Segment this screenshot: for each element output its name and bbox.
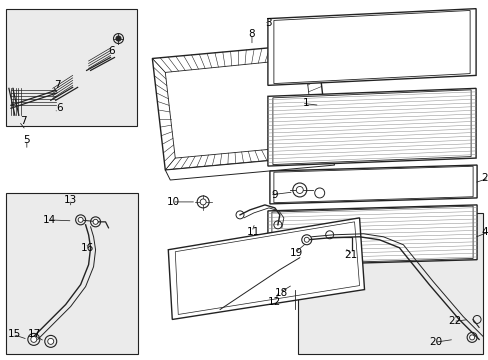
Text: 14: 14 bbox=[42, 215, 56, 225]
Text: 9: 9 bbox=[271, 190, 277, 200]
Text: 11: 11 bbox=[246, 227, 260, 237]
Polygon shape bbox=[175, 222, 359, 315]
Polygon shape bbox=[267, 88, 475, 166]
Text: 10: 10 bbox=[167, 197, 180, 207]
Circle shape bbox=[116, 36, 121, 41]
Text: 22: 22 bbox=[447, 316, 460, 327]
Text: 4: 4 bbox=[480, 227, 487, 237]
Polygon shape bbox=[273, 10, 469, 84]
Text: 3: 3 bbox=[264, 18, 271, 28]
Text: 20: 20 bbox=[428, 337, 441, 347]
Circle shape bbox=[31, 336, 37, 342]
Polygon shape bbox=[272, 90, 470, 165]
Circle shape bbox=[468, 335, 474, 340]
Text: 1: 1 bbox=[303, 98, 309, 108]
Polygon shape bbox=[273, 166, 472, 203]
Text: 13: 13 bbox=[64, 195, 77, 205]
Circle shape bbox=[296, 186, 303, 193]
Polygon shape bbox=[165, 155, 334, 180]
Text: 7: 7 bbox=[20, 116, 27, 126]
Circle shape bbox=[78, 217, 83, 222]
Circle shape bbox=[304, 237, 308, 242]
Text: 6: 6 bbox=[56, 103, 62, 113]
Polygon shape bbox=[152, 44, 329, 170]
Polygon shape bbox=[271, 206, 472, 265]
Text: 6: 6 bbox=[108, 45, 115, 55]
Circle shape bbox=[48, 338, 54, 345]
Text: 21: 21 bbox=[344, 250, 357, 260]
Text: 17: 17 bbox=[27, 329, 41, 339]
Polygon shape bbox=[267, 205, 476, 266]
Text: 19: 19 bbox=[289, 248, 302, 258]
Text: 5: 5 bbox=[23, 135, 30, 145]
Polygon shape bbox=[269, 165, 476, 204]
Polygon shape bbox=[267, 9, 475, 85]
Text: 15: 15 bbox=[8, 329, 21, 339]
Text: 16: 16 bbox=[81, 243, 94, 253]
Text: 18: 18 bbox=[274, 288, 287, 298]
Polygon shape bbox=[165, 58, 314, 158]
Circle shape bbox=[200, 199, 206, 205]
Text: 8: 8 bbox=[248, 28, 255, 39]
Text: 12: 12 bbox=[268, 297, 281, 306]
Text: 7: 7 bbox=[54, 80, 61, 90]
FancyBboxPatch shape bbox=[6, 9, 137, 126]
FancyBboxPatch shape bbox=[297, 213, 482, 354]
FancyBboxPatch shape bbox=[6, 193, 138, 354]
Text: 2: 2 bbox=[480, 173, 487, 183]
Circle shape bbox=[93, 219, 98, 224]
Polygon shape bbox=[168, 218, 364, 319]
